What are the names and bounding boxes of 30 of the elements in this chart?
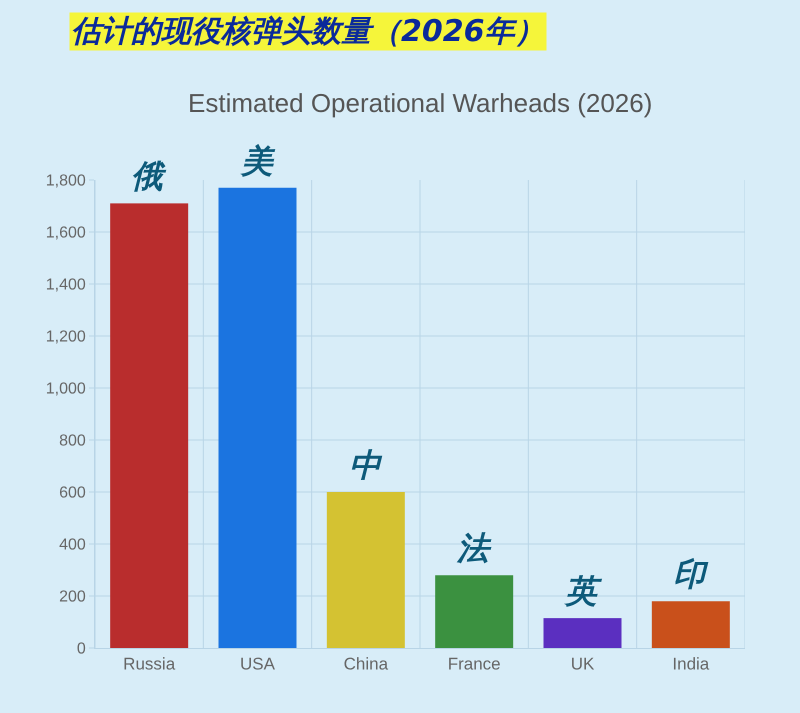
x-tick-label: UK bbox=[570, 654, 595, 674]
annotation: 法 bbox=[456, 529, 492, 567]
bar bbox=[218, 188, 296, 648]
chart-title: 估计的现役核弹头数量（2026年） bbox=[71, 14, 544, 49]
bar bbox=[652, 601, 730, 648]
x-tick-label: Russia bbox=[123, 654, 176, 674]
y-tick-label: 200 bbox=[59, 588, 86, 606]
bar bbox=[110, 203, 188, 648]
annotation: 美 bbox=[240, 142, 276, 180]
annotation: 英 bbox=[563, 572, 603, 610]
annotation: 俄 bbox=[131, 157, 167, 195]
y-tick-label: 600 bbox=[59, 484, 86, 502]
x-tick-label: France bbox=[448, 654, 501, 674]
chart-subtitle: Estimated Operational Warheads (2026) bbox=[188, 88, 652, 118]
y-tick-label: 400 bbox=[59, 536, 86, 554]
annotation: 中 bbox=[349, 446, 383, 484]
y-tick-label: 1,800 bbox=[46, 172, 86, 190]
annotation: 印 bbox=[673, 555, 709, 593]
y-tick-label: 1,000 bbox=[46, 380, 86, 398]
x-tick-label: India bbox=[672, 654, 710, 674]
x-tick-label: China bbox=[344, 654, 389, 674]
x-tick-label: USA bbox=[240, 654, 276, 674]
bar bbox=[326, 492, 405, 648]
y-tick-label: 1,400 bbox=[46, 276, 86, 294]
y-tick-label: 0 bbox=[76, 640, 86, 658]
y-tick-label: 1,200 bbox=[46, 328, 86, 346]
y-tick-label: 1,600 bbox=[46, 224, 86, 242]
bar bbox=[435, 575, 514, 648]
y-tick-label: 800 bbox=[59, 432, 86, 450]
bar bbox=[544, 618, 622, 648]
